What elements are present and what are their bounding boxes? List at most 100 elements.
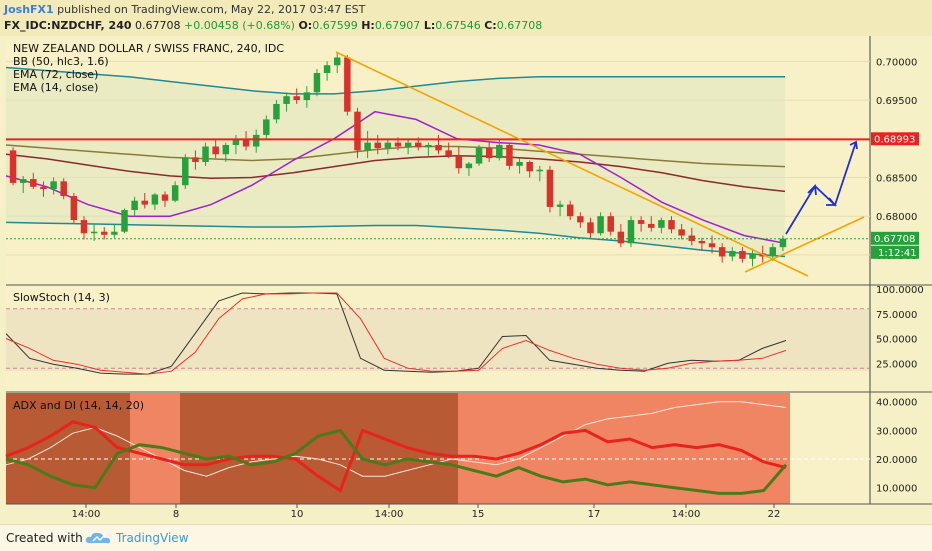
candle-body [425,144,432,148]
bb-basis-line [5,144,786,168]
bb-lower-line [5,221,786,258]
publish-info: published on TradingView.com, May 22, 20… [53,3,366,16]
candle-body [283,96,290,104]
close-label: C: [484,19,497,32]
candle-body [111,231,118,235]
author-link[interactable]: JoshFX1 [4,3,54,16]
stochastic-lines [5,292,870,375]
time-tick-label: 10 [291,509,304,520]
candle-body [131,200,138,210]
minus-di-line [5,420,787,493]
last-price-tag: 0.67708 1:12:41 [871,231,919,259]
candle-body [70,196,78,221]
candle-body [607,216,614,232]
adx-tick-label: 20.0000 [876,455,917,466]
candle-body [516,162,523,166]
adx-panel-title: ADX and DI (14, 14, 20) [13,399,144,412]
time-tick-label: 15 [472,509,485,520]
candle-body [769,247,777,257]
candle-body [637,220,645,224]
chart-area[interactable]: 0.700000.695000.690000.685000.680000.675… [0,36,932,524]
candle-body [617,231,625,244]
ema72-line [5,153,786,193]
candle-body [455,155,463,169]
stoch-d-line [5,292,787,375]
candle-body [404,142,412,147]
candle-body [708,243,716,248]
candle-body [749,253,756,259]
plus-di-line [5,428,788,495]
candle-body [475,148,483,164]
bb-legend: BB (50, hlc3, 1.6) [13,55,109,68]
low-value: 0.67546 [435,19,481,32]
time-tick-label: 14:00 [672,509,701,520]
tradingview-cloud-icon[interactable] [84,530,112,546]
candle-body [587,222,594,234]
candle-body [729,251,736,257]
candle-body [668,220,675,230]
bar-timer-text: 1:12:41 [878,248,917,259]
adx-tick-label: 40.0000 [876,398,917,409]
high-label: H: [361,19,375,32]
candle-body [688,235,696,241]
projection-arrow[interactable] [785,140,858,235]
descending-trendline[interactable] [335,51,809,277]
candle-body [485,148,493,159]
ema14-line [5,110,786,245]
ascending-trendline[interactable] [744,216,865,273]
chart-header: JoshFX1 published on TradingView.com, Ma… [0,0,932,36]
candle-body [779,238,787,248]
adx-zone-2 [130,393,180,504]
candle-body [30,179,37,187]
stoch-band [6,309,870,371]
footer: Created with TradingView [0,524,932,551]
candle-body [718,247,726,257]
candle-body [496,144,503,159]
candle-body [364,142,371,151]
candle-body [192,157,199,162]
candle-body [40,186,47,190]
price-axis: 0.700000.695000.690000.685000.680000.675… [876,57,917,262]
candle-body [384,142,392,149]
candle-body [648,223,655,228]
ema72-legend: EMA (72, close) [13,68,98,81]
high-value: 0.67907 [374,19,421,32]
candle-body [354,111,361,151]
candle-body [506,144,513,166]
candle-body [121,210,128,232]
indicator-lines [5,66,786,258]
stoch-tick-label: 100.0000 [876,285,924,296]
time-tick-label: 14:00 [72,509,101,520]
candles [9,52,787,267]
candle-body [212,146,219,155]
last-price: 0.67708 [135,19,181,32]
resistance-price-text: 0.68993 [874,134,915,145]
publish-line: JoshFX1 published on TradingView.com, Ma… [4,3,365,16]
candle-body [80,220,88,234]
candle-body [445,150,452,156]
ema14-legend: EMA (14, close) [13,81,98,94]
candle-body [678,229,685,236]
candle-body [394,142,402,147]
adx-zone-4 [458,393,790,504]
price-panel-title: NEW ZEALAND DOLLAR / SWISS FRANC, 240, I… [13,42,284,55]
close-value: 0.67708 [496,19,543,32]
candle-body [60,181,67,197]
candle-body [333,57,341,66]
candle-body [202,146,209,162]
candle-body [50,181,57,190]
candle-body [222,144,230,155]
bollinger-band-fill [6,67,785,257]
time-axis: 14:00 8 10 14:00 15 17 14:00 22 [72,504,780,520]
candle-body [182,157,189,186]
candle-body [242,138,250,147]
stoch-k-line [5,292,787,375]
symbol-label[interactable]: FX_IDC:NZDCHF, 240 [4,19,132,32]
tradingview-brand[interactable]: TradingView [116,531,189,545]
candle-body [232,138,240,145]
candle-body [577,216,584,223]
adx-lines [5,401,870,495]
candle-body [141,200,148,205]
candle-body [293,96,300,101]
candle-body [658,220,665,228]
